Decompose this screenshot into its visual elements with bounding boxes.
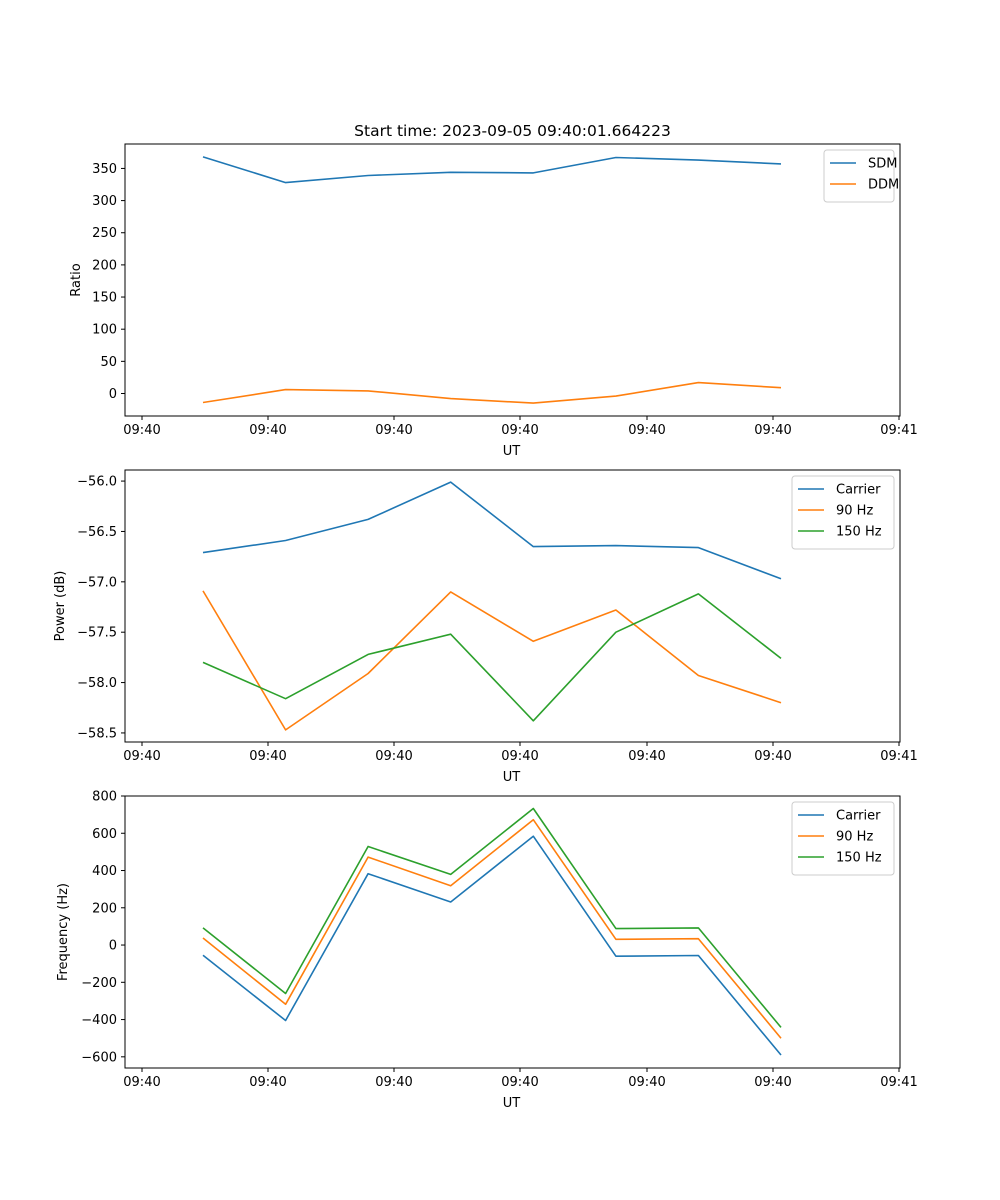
x-tick-label: 09:40: [501, 1075, 538, 1090]
series-line-carrier: [202, 835, 782, 1056]
legend-label: 150 Hz: [836, 525, 882, 540]
chart-title: Start time: 2023-09-05 09:40:01.664223: [354, 122, 671, 140]
y-tick-label: −58.0: [77, 676, 117, 691]
y-tick-label: 200: [92, 258, 117, 273]
legend: SDM DDM: [823, 149, 899, 203]
legend: Carrier 90 Hz 150 Hz: [791, 475, 895, 550]
y-tick-label: −57.5: [77, 626, 117, 641]
y-tick-label: −57.0: [77, 575, 117, 590]
x-axis-label: UT: [503, 1096, 521, 1111]
x-tick-label: 09:40: [375, 749, 412, 764]
axes-frame: [124, 795, 901, 1069]
x-tick-label: 09:40: [249, 749, 286, 764]
series-line-ddm: [202, 381, 782, 404]
y-tick-label: 0: [109, 939, 117, 954]
x-tick-label: 09:40: [628, 1075, 665, 1090]
x-tick-label: 09:40: [754, 423, 791, 438]
series-line-150-hz: [202, 807, 782, 1028]
x-tick-label: 09:41: [880, 423, 917, 438]
x-tick-label: 09:40: [628, 423, 665, 438]
y-tick-label: 300: [92, 194, 117, 209]
x-tick-label: 09:41: [880, 1075, 917, 1090]
subplot-frequency: 09:40 09:40 09:40 09:40 09:40 09:40 09:41 −600 −…: [56, 790, 918, 1112]
legend: Carrier 90 Hz 150 Hz: [791, 801, 895, 876]
y-tick-label: 600: [92, 827, 117, 842]
y-axis-label: Power (dB): [53, 571, 68, 642]
x-tick-label: 09:40: [249, 423, 286, 438]
y-tick-label: −200: [81, 976, 117, 991]
x-tick-label: 09:40: [123, 749, 160, 764]
legend-label: SDM: [868, 157, 897, 172]
legend-label: Carrier: [836, 809, 881, 824]
legend-label: 90 Hz: [836, 830, 873, 845]
x-tick-label: 09:40: [375, 1075, 412, 1090]
x-tick-label: 09:40: [754, 749, 791, 764]
series-line-150-hz: [202, 593, 782, 722]
x-tick-label: 09:41: [880, 749, 917, 764]
y-tick-label: −56.0: [77, 475, 117, 490]
y-tick-label: 150: [92, 291, 117, 306]
y-tick-label: 800: [92, 790, 117, 805]
legend-label: Carrier: [836, 483, 881, 498]
x-axis-label: UT: [503, 770, 521, 785]
y-tick-label: −400: [81, 1013, 117, 1028]
x-tick-label: 09:40: [754, 1075, 791, 1090]
x-tick-label: 09:40: [123, 423, 160, 438]
y-tick-label: 350: [92, 162, 117, 177]
axes-frame: [124, 469, 901, 743]
subplot-ratio: 09:40 09:40 09:40 09:40 09:40 09:40 09:41 0 50 10…: [69, 122, 918, 459]
subplot-power: 09:40 09:40 09:40 09:40 09:40 09:40 09:41 −58.5…: [53, 469, 918, 785]
x-tick-label: 09:40: [501, 749, 538, 764]
x-tick-label: 09:40: [123, 1075, 160, 1090]
y-axis-label: Ratio: [69, 263, 84, 296]
y-tick-label: 200: [92, 901, 117, 916]
series-line-carrier: [202, 481, 782, 580]
y-tick-label: 0: [109, 387, 117, 402]
y-tick-label: 100: [92, 323, 117, 338]
x-axis-label: UT: [503, 444, 521, 459]
y-tick-label: 50: [100, 355, 117, 370]
series-line-90-hz: [202, 818, 782, 1039]
y-tick-label: −58.5: [77, 726, 117, 741]
x-tick-label: 09:40: [375, 423, 412, 438]
y-tick-label: −600: [81, 1050, 117, 1065]
legend-label: DDM: [868, 178, 899, 193]
x-tick-label: 09:40: [501, 423, 538, 438]
y-tick-label: −56.5: [77, 525, 117, 540]
series-line-sdm: [202, 156, 782, 184]
axes-frame: [124, 143, 901, 417]
y-tick-label: 250: [92, 226, 117, 241]
series-line-90-hz: [202, 590, 782, 731]
legend-label: 90 Hz: [836, 504, 873, 519]
legend-label: 150 Hz: [836, 851, 882, 866]
y-axis-label: Frequency (Hz): [56, 883, 71, 981]
x-tick-label: 09:40: [628, 749, 665, 764]
x-tick-label: 09:40: [249, 1075, 286, 1090]
y-tick-label: 400: [92, 864, 117, 879]
